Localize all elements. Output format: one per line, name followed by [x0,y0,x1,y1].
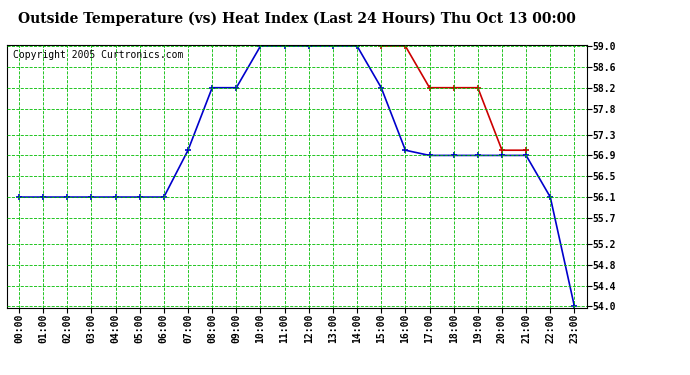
Text: Copyright 2005 Curtronics.com: Copyright 2005 Curtronics.com [12,50,183,60]
Text: Outside Temperature (vs) Heat Index (Last 24 Hours) Thu Oct 13 00:00: Outside Temperature (vs) Heat Index (Las… [18,11,575,26]
